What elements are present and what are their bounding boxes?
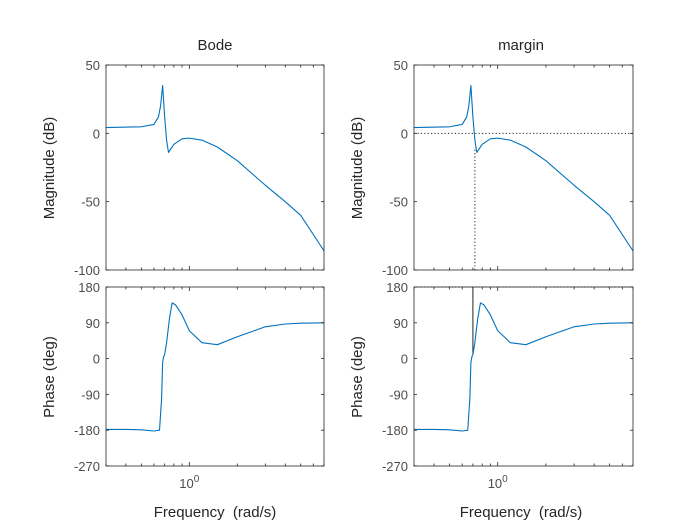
y-tick-label: 0 [93, 126, 100, 141]
axes-panel-1: 50 0 -50 -100 [74, 58, 325, 278]
y-tick-label: -180 [74, 423, 100, 438]
y-tick-label: -270 [74, 459, 100, 474]
series-line-2-1 [413, 84, 634, 252]
title-bode: Bode [197, 37, 232, 54]
y-tick-label: 0 [93, 352, 100, 367]
ylabel-phase-left: Phase (deg) [41, 336, 58, 418]
axes-frame [413, 286, 634, 467]
axes-panel-4: 180 90 0 -90 -180 -270 100 [382, 280, 634, 491]
y-tick-label: 180 [386, 280, 408, 295]
y-tick-label: -50 [389, 195, 408, 210]
series-line-3-1 [106, 302, 325, 432]
y-tick-label: -180 [382, 423, 408, 438]
y-tick-label: -270 [382, 459, 408, 474]
y-tick-label: -100 [74, 263, 100, 278]
axes-frame [105, 286, 325, 467]
y-tick-label: 180 [78, 280, 100, 295]
y-tick-label: -100 [382, 263, 408, 278]
y-tick-label: -90 [81, 387, 100, 402]
axes-panel-3: 180 90 0 -90 -180 -270 100 [74, 280, 325, 491]
ylabel-magnitude-right: Magnitude (dB) [349, 117, 366, 220]
y-tick-label: 90 [86, 316, 100, 331]
ylabel-magnitude-left: Magnitude (dB) [41, 117, 58, 220]
ylabel-phase-right: Phase (deg) [349, 336, 366, 418]
title-margin: margin [498, 37, 544, 54]
y-tick-label: 90 [394, 316, 408, 331]
xlabel-frequency-right: Frequency (rad/s) [460, 504, 583, 521]
series-line-1-1 [105, 84, 325, 252]
x-tick-label: 100 [488, 474, 508, 491]
series-line-4-1 [414, 302, 634, 432]
axes-panel-2: 50 0 -50 -100 [382, 58, 634, 278]
y-tick-label: 50 [394, 58, 408, 73]
y-tick-label: 0 [401, 352, 408, 367]
axes-frame [413, 64, 634, 271]
y-tick-label: -50 [81, 195, 100, 210]
y-tick-label: 0 [401, 126, 408, 141]
y-tick-label: 50 [86, 58, 100, 73]
y-tick-label: -90 [389, 387, 408, 402]
x-tick-label: 100 [179, 474, 199, 491]
axes-frame [105, 64, 325, 271]
xlabel-frequency-left: Frequency (rad/s) [154, 504, 277, 521]
